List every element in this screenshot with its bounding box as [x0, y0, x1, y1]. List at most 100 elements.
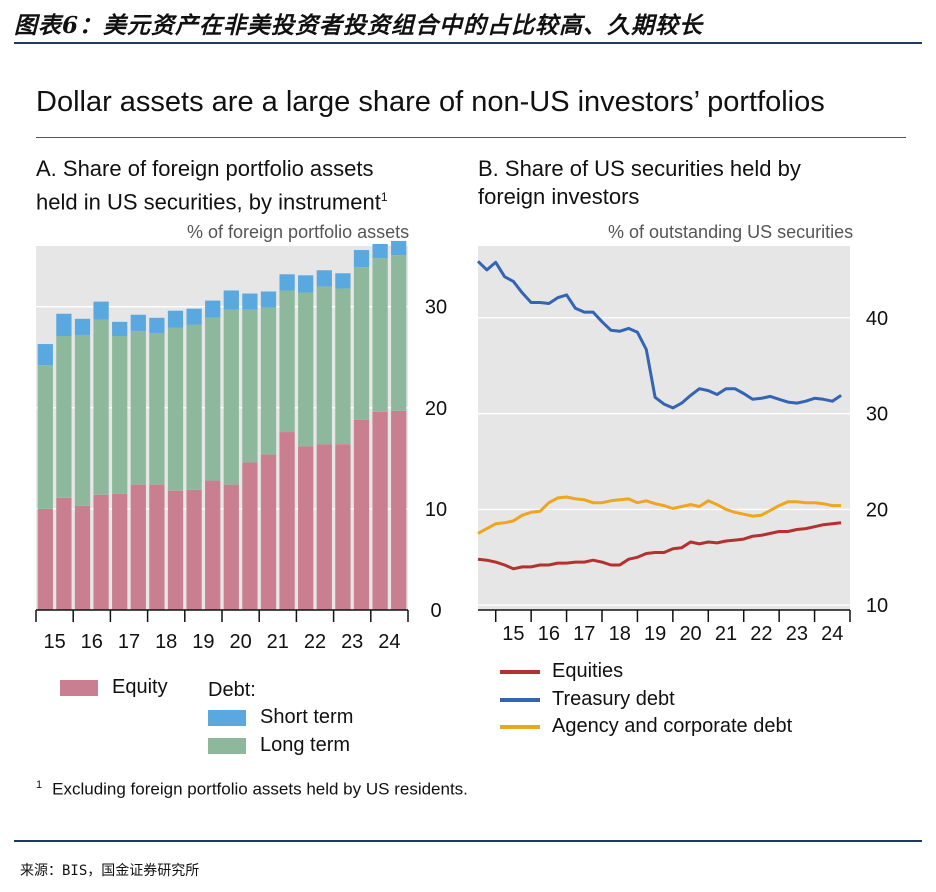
figure-caption: 图表6：美元资产在非美投资者投资组合中的占比较高、久期较长: [14, 12, 704, 39]
legend-equities-swatch: [500, 669, 540, 674]
panel-a-bar-long-term: [205, 317, 221, 481]
source-note: 来源：BIS，国金证券研究所: [20, 863, 200, 879]
legend-treasury-swatch: [500, 697, 540, 702]
panel-a-bar-long-term: [316, 286, 332, 445]
panel-a-x-tick-label: 15: [43, 631, 65, 653]
panel-a-bar-long-term: [167, 327, 184, 491]
panel-a-bar-short-term: [391, 240, 407, 256]
panel-b-y-tick-label: 20: [866, 499, 888, 521]
footnote: 1 Excluding foreign portfolio assets held…: [36, 779, 468, 800]
panel-a-bar-short-term: [74, 318, 91, 335]
panel-a-bar-long-term: [37, 365, 53, 509]
panel-a-bar-short-term: [372, 243, 388, 259]
title-rule: [36, 137, 906, 138]
panel-a-x-tick-label: 19: [192, 631, 214, 653]
panel-a-title-line2: held in US securities, by instrument1: [36, 183, 388, 216]
panel-a-title-footnote-mark: 1: [380, 190, 388, 204]
panel-a-bar-equity: [298, 446, 314, 610]
legend-long-term-label: Long term: [260, 734, 351, 756]
panel-a-bar-short-term: [130, 314, 146, 331]
panel-a-bar-short-term: [93, 301, 109, 320]
panel-a-bar-short-term: [149, 317, 165, 333]
legend-short-term-swatch: [208, 709, 246, 726]
main-title: Dollar assets are a large share of non-U…: [36, 86, 825, 118]
panel-a-y-tick-label: 10: [425, 499, 447, 521]
panel-a-bar-long-term: [353, 267, 370, 420]
panel-b-line-treasury: [476, 260, 842, 410]
panel-a-bar-long-term: [260, 307, 277, 455]
panel-a-title-line1: A. Share of foreign portfolio assets: [36, 156, 374, 181]
panel-a-bar-short-term: [205, 300, 221, 318]
panel-a-bar-equity: [260, 454, 277, 610]
panel-b-title-line1: B. Share of US securities held by: [478, 156, 801, 181]
legend-equity-swatch: [60, 679, 98, 696]
legend-treasury: Treasury debt: [500, 688, 675, 711]
panel-a-bar-short-term: [298, 275, 314, 293]
panel-b-chart: 10 20 30 40 15 16 17 18 19 20 21 22 23 24: [476, 246, 888, 645]
panel-a-x-tick-label: 16: [81, 631, 103, 653]
panel-a-x-tick-label: 18: [155, 631, 177, 653]
panel-b-x-tick-label: 20: [679, 623, 701, 645]
panel-a-bar-equity: [242, 462, 258, 610]
panel-b-unit-label: % of outstanding US securities: [608, 222, 854, 242]
legend-equity-label: Equity: [112, 676, 168, 698]
panel-a-bar-equity: [149, 484, 165, 610]
panel-a-bar-long-term: [56, 335, 72, 498]
panel-a-x-tick-label: 24: [378, 631, 400, 653]
panel-a-bar-short-term: [112, 321, 128, 336]
panel-a-bar-long-term: [74, 334, 91, 506]
panel-a-bar-long-term: [149, 332, 165, 485]
panel-a-bar-short-term: [37, 344, 53, 366]
panel-a-bar-long-term: [279, 290, 295, 433]
panel-a-bar-equity: [56, 497, 72, 610]
panel-b-x-tick-label: 18: [609, 623, 631, 645]
panel-a-bar-long-term: [391, 255, 407, 411]
panel-a-x-tick-label: 20: [229, 631, 251, 653]
legend-short-term: Short term: [208, 706, 353, 729]
panel-a-unit-label: % of foreign portfolio assets: [187, 222, 410, 242]
panel-a-bar-long-term: [130, 330, 146, 485]
panel-b-x-tick-label: 16: [538, 623, 560, 645]
bottom-rule: [14, 840, 922, 842]
panel-a-bar-short-term: [242, 293, 258, 310]
panel-b-x-tick-label: 15: [502, 623, 524, 645]
legend-long-term: Long term: [208, 734, 350, 757]
panel-a-bar-equity: [167, 490, 184, 610]
panel-a-bar-short-term: [56, 313, 72, 336]
panel-b-x-tick-label: 19: [644, 623, 666, 645]
panel-a-bar-long-term: [335, 288, 351, 445]
panel-a-bar-equity: [316, 444, 332, 610]
panel-a-bar-equity: [279, 432, 295, 610]
panel-a-bar-equity: [353, 419, 370, 610]
panel-b-x-tick-label: 17: [573, 623, 595, 645]
panel-a-bar-equity: [37, 508, 53, 610]
panel-a-bar-short-term: [167, 310, 184, 328]
panel-b-title-line2: foreign investors: [478, 184, 640, 209]
panel-a-bar-equity: [74, 505, 91, 610]
panel-a-bar-long-term: [298, 292, 314, 447]
panel-a-bar-long-term: [223, 309, 239, 485]
footnote-mark: 1: [36, 779, 43, 791]
panel-a-bar-equity: [93, 494, 109, 610]
panel-a-x-tick-label: 21: [267, 631, 289, 653]
panel-b-y-tick-label: 40: [866, 308, 888, 330]
panel-a-bar-short-term: [353, 250, 370, 268]
panel-b-line-equities: [477, 521, 842, 571]
legend-equities: Equities: [500, 660, 623, 683]
panel-a-bar-equity: [372, 411, 388, 610]
panel-a-bar-short-term: [279, 274, 295, 291]
panel-b-line-agency: [477, 495, 842, 535]
panel-a-bar-long-term: [93, 319, 109, 495]
panel-a-x-tick-label: 17: [118, 631, 140, 653]
panel-a-x-tick-label: 22: [304, 631, 326, 653]
panel-a-bar-equity: [130, 484, 146, 610]
panel-a-bar-short-term: [335, 273, 351, 289]
legend-treasury-label: Treasury debt: [552, 688, 675, 710]
panel-b-y-tick-label: 10: [866, 595, 888, 617]
footnote-text: Excluding foreign portfolio assets held …: [52, 779, 468, 799]
panel-a-bar-equity: [205, 480, 221, 610]
panel-a-title-line2-text: held in US securities, by instrument: [36, 189, 381, 215]
panel-b-title: B. Share of US securities held by foreig…: [478, 155, 801, 211]
top-rule: [14, 42, 922, 44]
legend-agency-swatch: [500, 724, 540, 729]
